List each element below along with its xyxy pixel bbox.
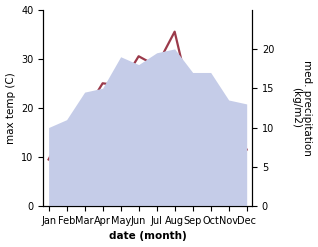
Y-axis label: max temp (C): max temp (C)	[5, 72, 16, 144]
X-axis label: date (month): date (month)	[109, 231, 187, 242]
Y-axis label: med. precipitation
(kg/m2): med. precipitation (kg/m2)	[291, 60, 313, 156]
